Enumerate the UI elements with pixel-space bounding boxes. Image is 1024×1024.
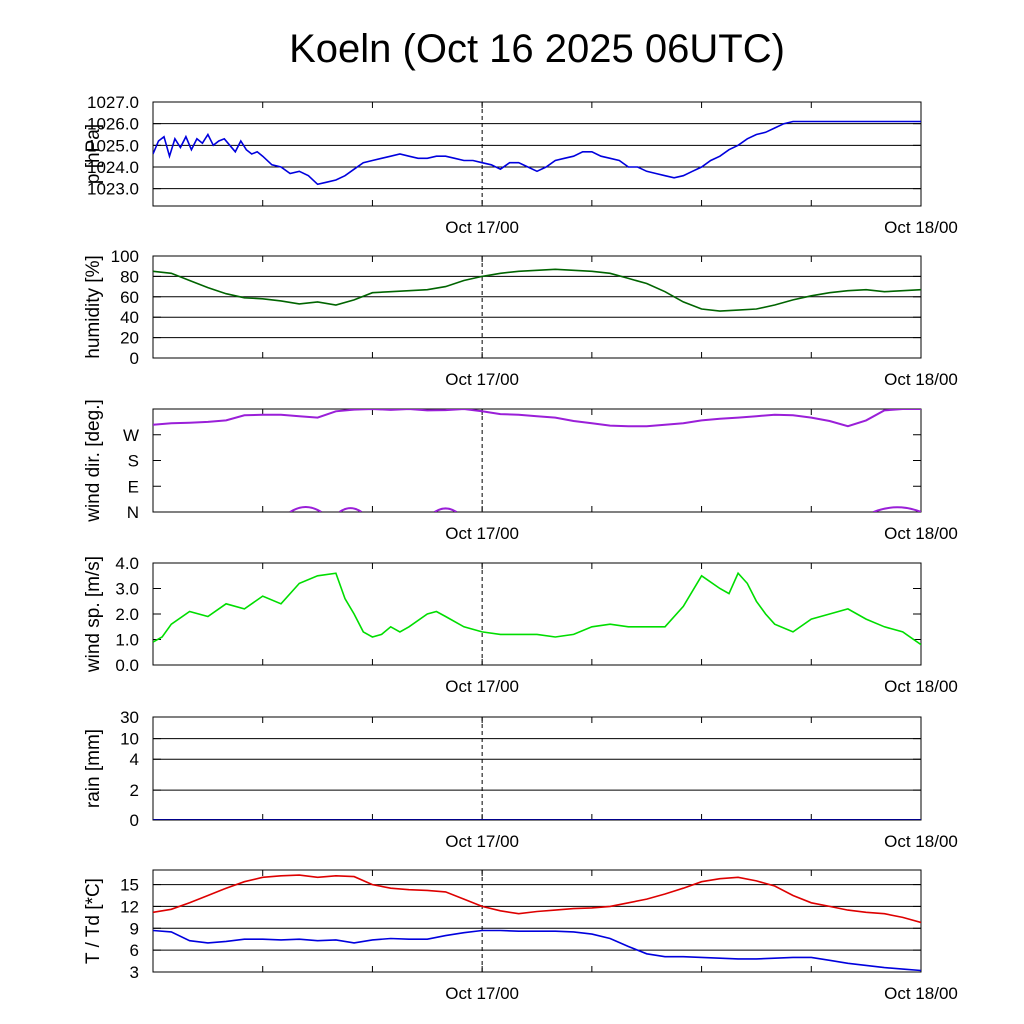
wind_dir-xtick-label: Oct 17/00 [445,524,519,543]
rain-ytick-label: 0 [130,811,139,830]
temperature-xtick-label: Oct 18/00 [884,984,958,1003]
temperature-ytick-label: 12 [120,897,139,916]
humidity-ytick-label: 40 [120,308,139,327]
humidity-panel-frame [152,255,922,359]
chart-title: Koeln (Oct 16 2025 06UTC) [289,27,785,71]
temperature-ytick-label: 6 [130,941,139,960]
wind_speed-xtick-label: Oct 17/00 [445,677,519,696]
rain-ytick-label: 4 [130,750,139,769]
temperature-ytick-label: 3 [130,963,139,982]
rain-xtick-label: Oct 18/00 [884,832,958,851]
pressure-ytick-label: 1027.0 [87,93,139,112]
temperature-series-td [153,929,921,972]
wind_dir-ytick-label: S [128,452,139,471]
wind_dir-panel-frame [152,408,922,513]
rain-ytick-label: 10 [120,730,139,749]
rain-ytick-label: 30 [120,708,139,727]
wind_dir-ytick-label: W [123,426,139,445]
wind_dir-wrap-segment [338,507,363,512]
wind_speed-ytick-label: 2.0 [115,605,139,624]
humidity-ytick-label: 100 [111,247,139,266]
wind_speed-ytick-label: 1.0 [115,631,139,650]
humidity-ytick-label: 80 [120,267,139,286]
humidity-series-humidity [153,268,921,312]
rain-panel-frame [152,716,922,821]
wind_dir-wrap-segment [289,506,322,512]
pressure-panel-frame [152,101,922,207]
pressure-xtick-label: Oct 18/00 [884,218,958,237]
humidity-ytick-label: 60 [120,288,139,307]
wind_speed-panel-frame [152,562,922,666]
pressure-xtick-label: Oct 17/00 [445,218,519,237]
wind_speed-ylabel: wind sp. [m/s] [83,556,104,673]
wind_dir-series-line [153,409,921,428]
wind_dir-wrap-segment [434,507,458,512]
humidity-ytick-label: 0 [130,349,139,368]
temperature-ylabel: T / Td [*C] [83,878,104,964]
temperature-ytick-label: 9 [130,919,139,938]
wind_speed-series-wind-speed [153,571,921,646]
humidity-ylabel: humidity [%] [83,255,104,358]
pressure-series-p [153,120,921,186]
pressure-ytick-label: 1024.0 [87,158,139,177]
humidity-xtick-label: Oct 17/00 [445,370,519,389]
wind_speed-xtick-label: Oct 18/00 [884,677,958,696]
temperature-panel-frame [152,869,922,973]
humidity-ytick-label: 20 [120,329,139,348]
wind_speed-ytick-label: 4.0 [115,554,139,573]
rain-xtick-label: Oct 17/00 [445,832,519,851]
pressure-ytick-label: 1023.0 [87,180,139,199]
wind_dir-xtick-label: Oct 18/00 [884,524,958,543]
wind_dir-ytick-label: E [128,477,139,496]
pressure-ylabel: p [hPa] [83,124,104,184]
pressure-ytick-label: 1025.0 [87,136,139,155]
temperature-xtick-label: Oct 17/00 [445,984,519,1003]
wind_dir-ytick-label: N [127,503,139,522]
temperature-series-t [153,874,921,924]
temperature-ytick-label: 15 [120,876,139,895]
wind_speed-ytick-label: 3.0 [115,580,139,599]
rain-ylabel: rain [mm] [83,729,104,808]
pressure-ytick-label: 1026.0 [87,115,139,134]
wind_dir-ylabel: wind dir. [deg.] [83,399,104,523]
rain-ytick-label: 2 [130,781,139,800]
wind_dir-wrap-segment [873,506,921,512]
wind_speed-ytick-label: 0.0 [115,656,139,675]
humidity-xtick-label: Oct 18/00 [884,370,958,389]
